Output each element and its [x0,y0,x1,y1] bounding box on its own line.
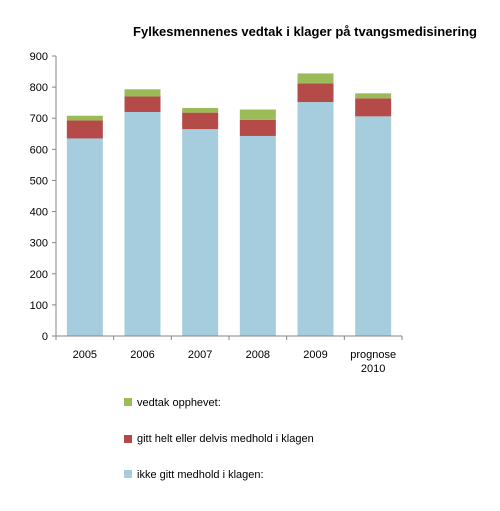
x-axis: 2005 2006 2007 2008 2009 prognose 2010 [55,335,403,375]
legend-label: gitt helt eller delvis medhold i klagen [137,433,314,445]
legend-swatch-green [124,398,132,406]
bar-segment-ikke-gitt-medhold [297,102,334,337]
bar-segment-gitt-medhold [66,120,103,139]
bar-segment-vedtak-opphevet [182,107,219,113]
y-tick-label: 100 [30,300,48,312]
bar-segment-vedtak-opphevet [355,93,392,99]
legend-gitt-medhold: gitt helt eller delvis medhold i klagen [124,432,324,446]
bar-segment-vedtak-opphevet [239,109,276,120]
y-axis: 0 100 200 300 400 500 600 700 800 900 [30,51,57,343]
x-tick-label: 2006 [130,349,154,361]
y-tick-label: 900 [30,51,48,63]
y-tick-label: 600 [30,144,48,156]
bar-segment-vedtak-opphevet [124,89,161,97]
bars [66,73,392,337]
chart-title: Fylkesmennenes vedtak i klager på tvangs… [133,24,477,39]
bar-segment-gitt-medhold [297,83,334,103]
legend-label: vedtak opphevet: [137,397,221,409]
y-tick-label: 200 [30,269,48,281]
x-tick-label: 2008 [246,349,270,361]
bar-segment-vedtak-opphevet [66,115,103,121]
x-tick-label: 2005 [73,349,97,361]
legend-vedtak-opphevet: vedtak opphevet: [124,396,221,410]
x-tick-label: prognose 2010 [350,349,396,375]
bar-segment-vedtak-opphevet [297,73,334,84]
bar-segment-gitt-medhold [355,98,392,117]
bar-segment-ikke-gitt-medhold [182,129,219,336]
bar-segment-gitt-medhold [124,96,161,112]
bar-segment-ikke-gitt-medhold [239,135,276,336]
bar-segment-ikke-gitt-medhold [66,138,103,336]
bar-segment-gitt-medhold [239,119,276,136]
bar-segment-gitt-medhold [182,112,219,130]
x-tick-label: 2007 [188,349,212,361]
x-tick-label: 2009 [303,349,327,361]
y-tick-label: 700 [30,113,48,125]
y-tick-label: 500 [30,175,48,187]
legend-label: ikke gitt medhold i klagen: [137,469,264,481]
bar-segment-ikke-gitt-medhold [124,112,161,336]
y-tick-label: 300 [30,238,48,250]
y-tick-label: 0 [42,331,48,343]
legend-ikke-gitt-medhold: ikke gitt medhold i klagen: [124,468,264,482]
bar-segment-ikke-gitt-medhold [355,116,392,336]
y-tick-label: 400 [30,207,48,219]
legend-swatch-blue [124,470,132,478]
legend-swatch-red [124,435,132,443]
y-tick-label: 800 [30,82,48,94]
